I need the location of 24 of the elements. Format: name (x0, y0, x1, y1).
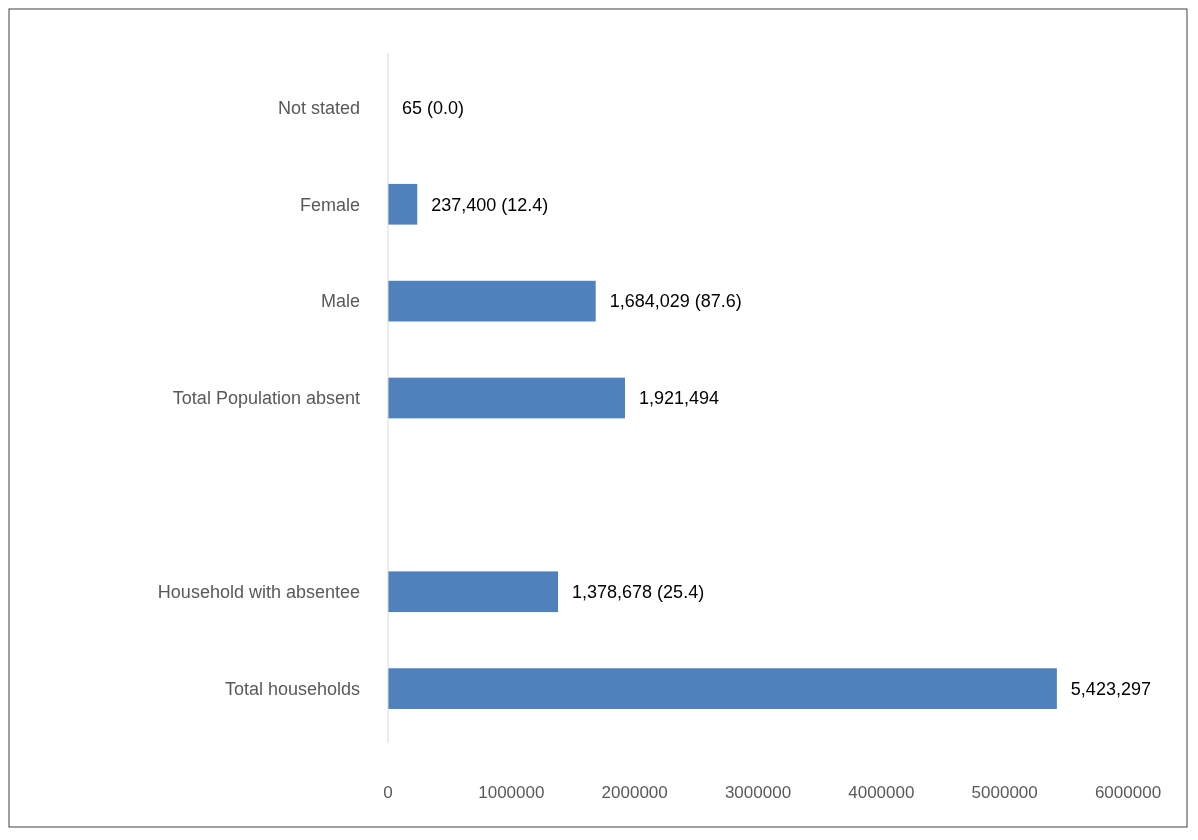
y-tick-label: Not stated (277, 97, 360, 118)
x-tick-label: 5000000 (971, 783, 1038, 802)
y-tick-label: Total Population absent (172, 388, 360, 409)
x-tick-label: 3000000 (724, 783, 792, 802)
data-label: 5,423,297 (1070, 678, 1151, 699)
bar (388, 280, 596, 322)
x-tick-label: 1000000 (478, 783, 545, 802)
x-tick-label: 6000000 (1094, 783, 1162, 802)
data-label: 1,378,678 (25.4) (572, 582, 705, 603)
y-tick-label: Household with absentee (157, 582, 360, 603)
bar (388, 668, 1057, 709)
x-tick-label: 4000000 (848, 783, 915, 802)
y-tick-label: Male (320, 291, 360, 312)
x-tick-label: 2000000 (601, 783, 668, 802)
y-tick-label: Total households (224, 678, 360, 699)
data-label: 1,684,029 (87.6) (609, 291, 742, 312)
bar (388, 377, 625, 419)
y-tick-label: Female (299, 194, 360, 215)
x-tick-label: 0 (383, 783, 393, 802)
data-label: 65 (0.0) (402, 97, 465, 118)
bar (388, 571, 559, 613)
bar (388, 183, 418, 225)
data-label: 237,400 (12.4) (431, 194, 549, 215)
data-label: 1,921,494 (638, 388, 720, 409)
